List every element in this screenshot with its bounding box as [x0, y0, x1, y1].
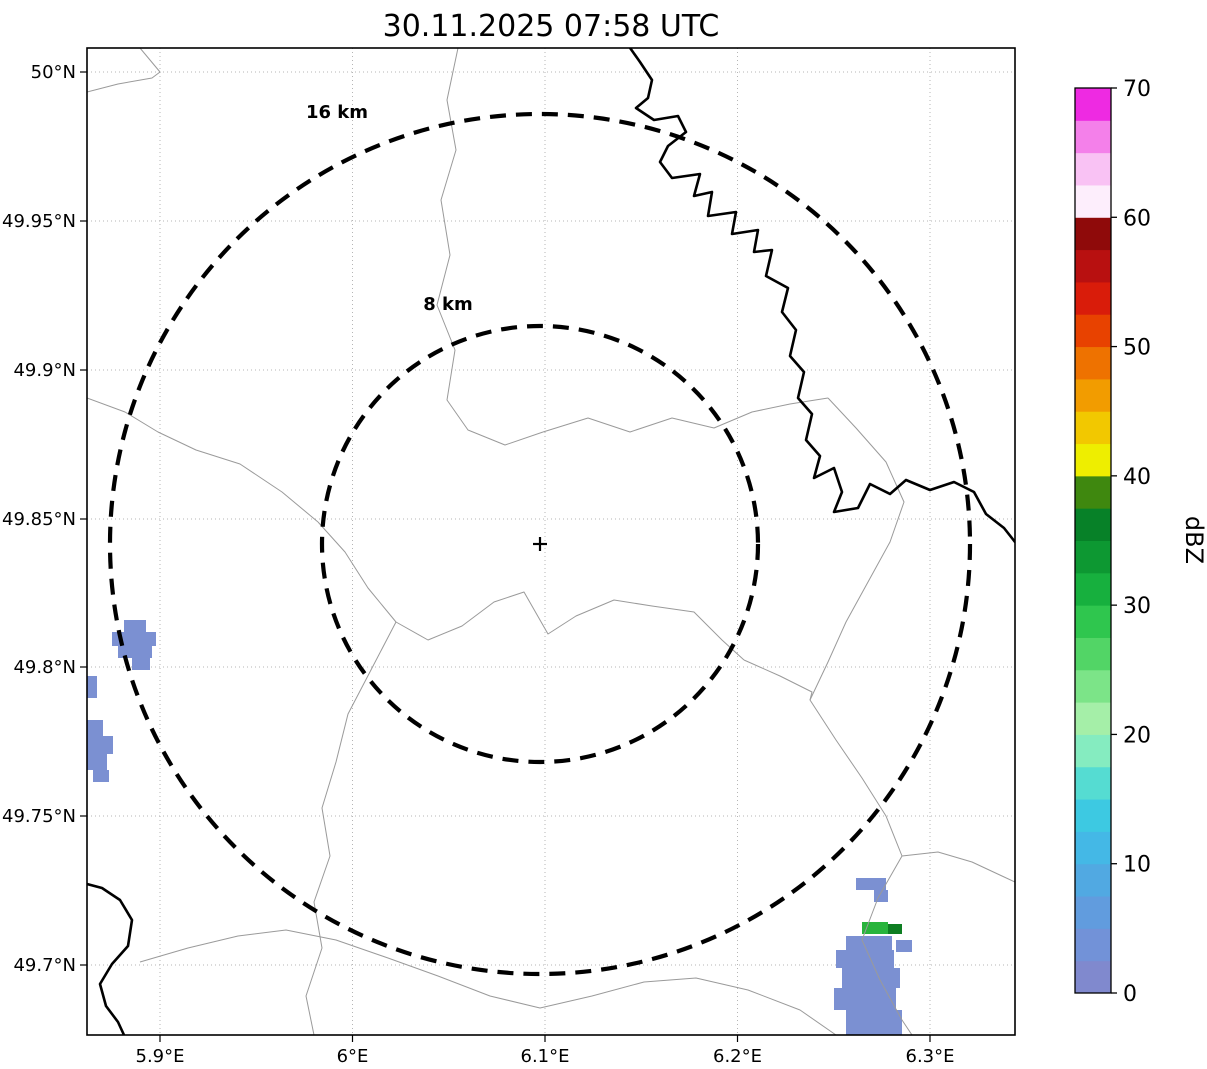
radar-echo-cell	[93, 770, 109, 782]
colorbar-tick-label: 0	[1123, 982, 1137, 1007]
axis-tick-layer	[80, 71, 931, 1042]
radar-echo-cell	[836, 950, 894, 968]
plot-frame	[86, 47, 1016, 1036]
colorbar-segment	[1075, 960, 1111, 994]
colorbar-segment	[1075, 410, 1111, 445]
admin-border-line	[87, 397, 319, 523]
colorbar-tick-label: 20	[1123, 723, 1151, 748]
border-layer	[87, 48, 1015, 1035]
radar-echo-cell	[896, 940, 912, 952]
radar-echo-cell	[888, 924, 902, 934]
colorbar-segment	[1075, 281, 1111, 315]
colorbar-tick-label: 60	[1123, 206, 1151, 231]
radar-echo-layer	[87, 620, 912, 1035]
colorbar-segment	[1075, 119, 1111, 154]
colorbar-segment	[1075, 733, 1111, 768]
colorbar-tick-label: 40	[1123, 465, 1151, 490]
colorbar-segment	[1075, 895, 1111, 929]
y-axis-tick-label: 49.85°N	[2, 509, 76, 530]
colorbar-label: dBZ	[1180, 516, 1207, 564]
admin-border-line	[901, 851, 1015, 883]
radar-echo-cell	[842, 968, 900, 988]
radar-echo-cell	[846, 1010, 902, 1035]
admin-border-line	[809, 397, 913, 1035]
y-axis-tick-label: 49.7°N	[13, 955, 76, 976]
colorbar-segment	[1075, 313, 1111, 348]
colorbar-frame	[1074, 87, 1112, 994]
colorbar-segment	[1075, 669, 1111, 703]
admin-border-line	[317, 521, 745, 661]
y-axis-tick-label: 49.95°N	[2, 211, 76, 232]
axis-label-layer: 5.9°E 6°E 6.1°E 6.2°E 6.3°E 50°N 49.95°N 49.9°N…	[2, 62, 955, 1067]
admin-border-line	[436, 48, 544, 446]
map-clipped-content: 16 km 8 km	[87, 48, 1015, 1035]
admin-border-line	[87, 48, 161, 93]
y-axis-tick-label: 50°N	[31, 62, 76, 83]
y-axis-tick-label: 49.9°N	[13, 360, 76, 381]
map-root: 16 km 8 km 5.9°E 6°E 6.1°E 6.2°E 6.3°E 50°N 49.9…	[2, 47, 1016, 1067]
colorbar-tick-label: 30	[1123, 594, 1151, 619]
radar-echo-cell	[87, 736, 113, 754]
x-axis-tick-label: 6.2°E	[713, 1046, 762, 1067]
colorbar-segment	[1075, 636, 1111, 671]
colorbar: 0 10 20 30 40 50 60 70	[1074, 77, 1151, 1007]
river-line	[87, 882, 134, 1035]
river-line	[628, 48, 1015, 544]
colorbar-segment	[1075, 184, 1111, 218]
colorbar-segment	[1075, 216, 1111, 251]
range-ring-layer: 16 km 8 km	[107, 102, 973, 977]
radar-site-marker	[533, 537, 547, 551]
colorbar-segment	[1075, 346, 1111, 380]
radar-echo-cell	[834, 988, 896, 1010]
colorbar-segment	[1075, 475, 1111, 509]
colorbar-segment	[1075, 507, 1111, 541]
colorbar-segment	[1075, 540, 1111, 574]
range-ring-label: 8 km	[423, 294, 473, 315]
colorbar-segment	[1075, 701, 1111, 735]
x-axis-tick-label: 6.3°E	[906, 1046, 955, 1067]
colorbar-segment	[1075, 863, 1111, 897]
colorbar-tick-label: 10	[1123, 853, 1151, 878]
y-axis-tick-label: 49.75°N	[2, 806, 76, 827]
radar-echo-cell	[87, 720, 103, 736]
figure-title: 30.11.2025 07:58 UTC	[383, 9, 720, 44]
radar-echo-cell	[862, 922, 888, 934]
grid-layer	[87, 48, 1015, 1035]
colorbar-segment	[1075, 830, 1111, 865]
range-ring-circle	[319, 323, 761, 765]
range-ring-label: 16 km	[306, 102, 368, 123]
x-axis-tick-label: 5.9°E	[136, 1046, 185, 1067]
admin-border-line	[139, 929, 837, 1035]
colorbar-tick-label: 50	[1123, 336, 1151, 361]
radar-echo-cell	[856, 878, 886, 890]
colorbar-segment	[1075, 572, 1111, 606]
admin-border-line	[305, 621, 397, 1035]
colorbar-segment	[1075, 604, 1111, 638]
x-axis-tick-label: 6°E	[337, 1046, 369, 1067]
colorbar-segment	[1075, 443, 1111, 477]
colorbar-segment	[1075, 152, 1111, 186]
admin-border-line	[542, 397, 829, 433]
y-axis-tick-label: 49.8°N	[13, 657, 76, 678]
x-axis-tick-label: 6.1°E	[521, 1046, 570, 1067]
range-ring-circle	[107, 111, 973, 977]
radar-echo-cell	[846, 936, 892, 950]
colorbar-segment	[1075, 798, 1111, 832]
colorbar-segment	[1075, 378, 1111, 412]
radar-echo-cell	[87, 676, 97, 698]
colorbar-segment	[1075, 766, 1111, 800]
river-layer	[87, 48, 1015, 1035]
admin-border-line	[743, 659, 813, 701]
colorbar-tick-label: 70	[1123, 77, 1151, 102]
radar-echo-cell	[132, 658, 150, 670]
colorbar-segment	[1075, 927, 1111, 962]
colorbar-segment	[1075, 87, 1111, 121]
radar-echo-cell	[87, 754, 107, 770]
colorbar-segment	[1075, 249, 1111, 283]
radar-echo-cell	[124, 620, 146, 632]
